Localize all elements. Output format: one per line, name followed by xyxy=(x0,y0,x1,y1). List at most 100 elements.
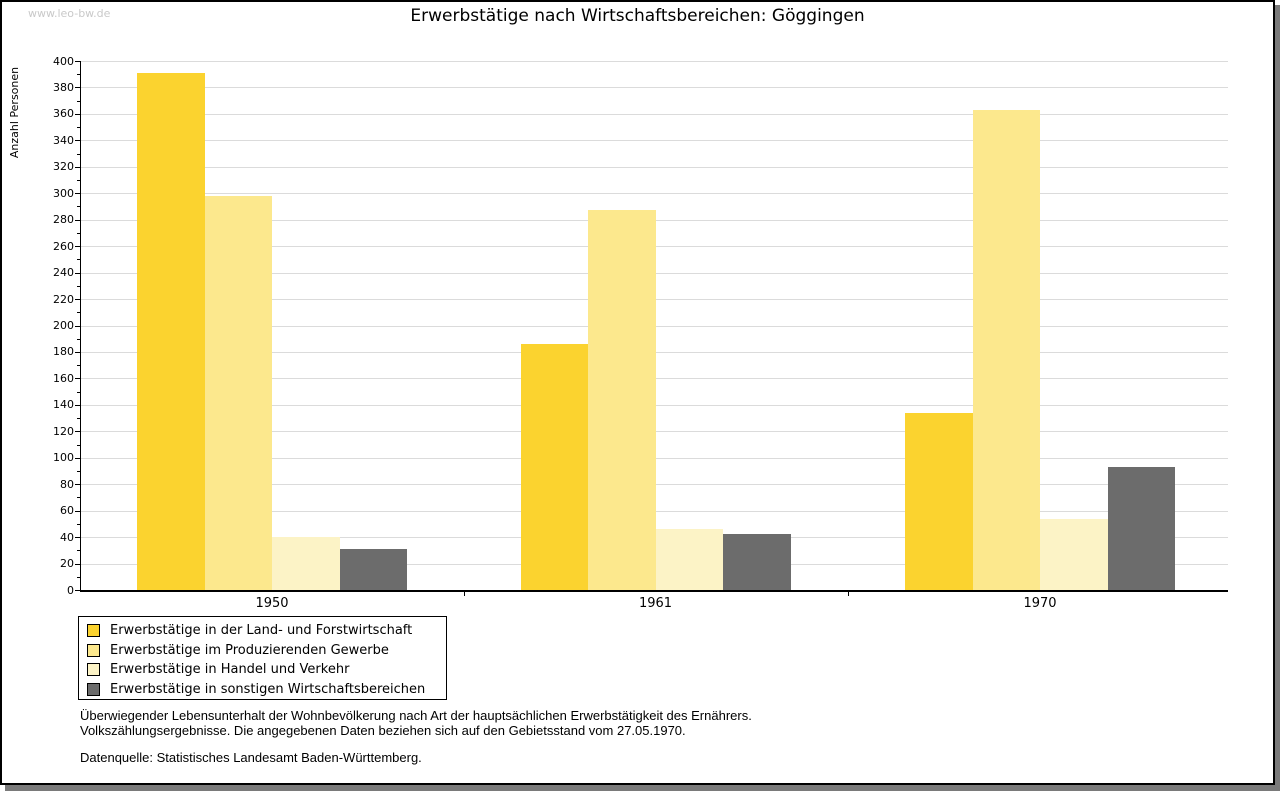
y-axis-line xyxy=(80,61,81,590)
y-tick-minor xyxy=(77,444,80,446)
y-tick-label: 240 xyxy=(53,266,74,280)
y-tick-minor xyxy=(77,285,80,287)
y-tick-minor xyxy=(77,180,80,182)
bar-1950-series1 xyxy=(137,72,205,590)
gridline xyxy=(81,193,1228,195)
gridline xyxy=(81,113,1228,115)
y-tick-major xyxy=(75,457,80,459)
y-tick-major xyxy=(75,325,80,327)
chart-title: Erwerbstätige nach Wirtschaftsbereichen:… xyxy=(410,6,865,26)
legend-swatch-series4 xyxy=(87,683,100,697)
y-tick-major xyxy=(75,140,80,142)
y-tick-major xyxy=(75,87,80,89)
y-tick-minor xyxy=(77,100,80,102)
y-tick-minor xyxy=(77,259,80,261)
frame-shadow-bottom xyxy=(5,785,1280,791)
x-axis-line xyxy=(80,590,1228,592)
y-tick-minor xyxy=(77,391,80,393)
y-tick-major xyxy=(75,113,80,115)
y-tick-major xyxy=(75,272,80,274)
y-tick-label: 360 xyxy=(53,107,74,121)
y-tick-major xyxy=(75,510,80,512)
y-tick-minor xyxy=(77,232,80,234)
watermark: www.leo-bw.de xyxy=(28,7,111,20)
y-tick-major xyxy=(75,299,80,301)
y-tick-minor xyxy=(77,418,80,420)
bar-1970-series2 xyxy=(972,109,1040,590)
y-tick-minor xyxy=(77,576,80,578)
plot-area xyxy=(81,61,1228,590)
y-tick-minor xyxy=(77,312,80,314)
frame-shadow-right xyxy=(1275,5,1280,791)
bar-1970-series1 xyxy=(905,412,973,590)
y-tick-major xyxy=(75,219,80,221)
legend-label: Erwerbstätige in sonstigen Wirtschaftsbe… xyxy=(110,682,426,698)
y-tick-label: 100 xyxy=(53,451,74,465)
legend-item: Erwerbstätige in Handel und Verkehr xyxy=(79,660,446,680)
y-tick-label: 200 xyxy=(53,319,74,332)
y-tick-minor xyxy=(77,338,80,340)
legend-item: Erwerbstätige im Produzierenden Gewerbe xyxy=(79,641,446,661)
y-tick-major xyxy=(75,193,80,195)
y-tick-minor xyxy=(77,153,80,155)
y-tick-label: 220 xyxy=(53,292,74,306)
y-tick-label: 160 xyxy=(53,371,74,385)
x-tick xyxy=(463,592,465,596)
y-tick-label: 300 xyxy=(53,186,74,200)
y-tick-major xyxy=(75,563,80,565)
y-tick-major xyxy=(75,378,80,380)
y-axis-title: Anzahl Personen xyxy=(8,66,21,159)
y-tick-label: 280 xyxy=(53,213,74,227)
bar-1961-series3 xyxy=(655,529,723,590)
legend-item: Erwerbstätige in sonstigen Wirtschaftsbe… xyxy=(79,680,446,700)
x-category-label: 1970 xyxy=(1023,596,1057,611)
footer-note-line2: Volkszählungsergebnisse. Die angegebenen… xyxy=(80,722,686,738)
y-tick-label: 380 xyxy=(53,80,74,94)
y-tick-label: 260 xyxy=(53,239,74,253)
legend-label: Erwerbstätige im Produzierenden Gewerbe xyxy=(110,642,389,658)
legend-swatch-series3 xyxy=(87,663,100,677)
x-category-label: 1950 xyxy=(255,596,289,611)
y-tick-minor xyxy=(77,206,80,208)
y-tick-major xyxy=(75,590,80,591)
y-tick-minor xyxy=(77,550,80,552)
bar-1950-series4 xyxy=(339,549,407,590)
y-tick-major xyxy=(75,166,80,168)
y-tick-label: 320 xyxy=(53,160,74,174)
bar-1970-series3 xyxy=(1040,518,1108,590)
legend-item: Erwerbstätige in der Land- und Forstwirt… xyxy=(79,621,446,641)
gridline xyxy=(81,166,1228,168)
x-category-label: 1961 xyxy=(638,596,673,611)
y-tick-major xyxy=(75,351,80,353)
y-tick-major xyxy=(75,404,80,406)
bar-1961-series4 xyxy=(723,534,791,590)
legend-swatch-series1 xyxy=(87,624,100,638)
y-tick-label: 40 xyxy=(60,530,74,544)
legend-label: Erwerbstätige in der Land- und Forstwirt… xyxy=(110,623,413,639)
gridline xyxy=(81,61,1228,62)
y-tick-major xyxy=(75,246,80,248)
y-tick-label: 80 xyxy=(60,477,74,491)
bar-1950-series2 xyxy=(204,195,272,590)
gridline xyxy=(81,87,1228,89)
y-tick-minor xyxy=(77,470,80,472)
y-tick-label: 120 xyxy=(53,424,74,438)
y-tick-minor xyxy=(77,74,80,76)
y-tick-label: 400 xyxy=(53,54,74,68)
y-tick-minor xyxy=(77,497,80,499)
y-tick-label: 60 xyxy=(60,504,74,518)
y-tick-label: 340 xyxy=(53,133,74,147)
y-tick-label: 20 xyxy=(60,557,74,571)
bar-1961-series1 xyxy=(520,344,588,590)
y-tick-minor xyxy=(77,523,80,525)
x-tick xyxy=(847,592,849,596)
y-tick-major xyxy=(75,537,80,539)
footer-note-line1: Überwiegender Lebensunterhalt der Wohnbe… xyxy=(80,708,752,723)
y-tick-minor xyxy=(77,127,80,129)
bar-1961-series2 xyxy=(588,210,656,590)
gridline xyxy=(81,140,1228,142)
y-tick-minor xyxy=(77,365,80,367)
y-tick-label: 140 xyxy=(53,398,74,412)
y-tick-label: 0 xyxy=(67,583,74,597)
legend-label: Erwerbstätige in Handel und Verkehr xyxy=(110,662,350,678)
